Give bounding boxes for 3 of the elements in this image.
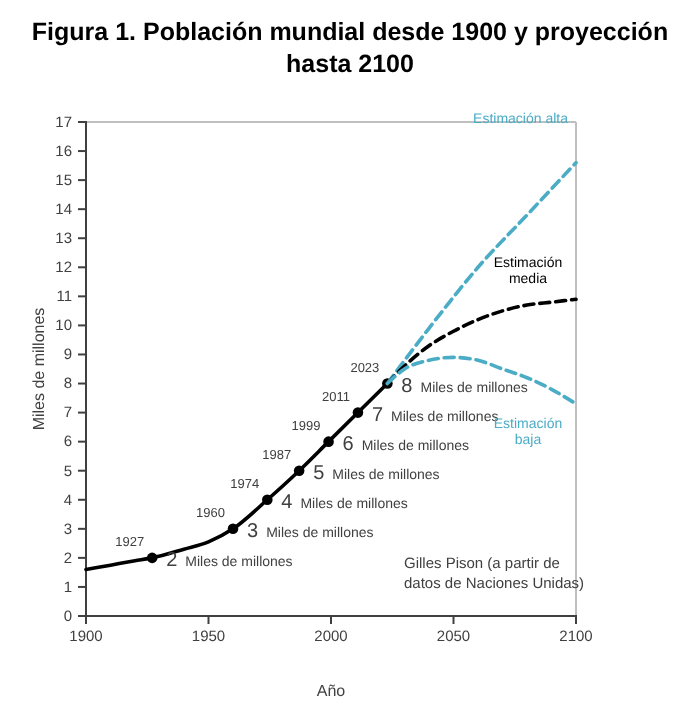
y-axis-title: Miles de millones (30, 307, 48, 431)
x-axis-title: Año (316, 682, 347, 700)
chart-title: Figura 1. Población mundial desde 1900 y proyección hasta 2100 (31, 18, 669, 78)
